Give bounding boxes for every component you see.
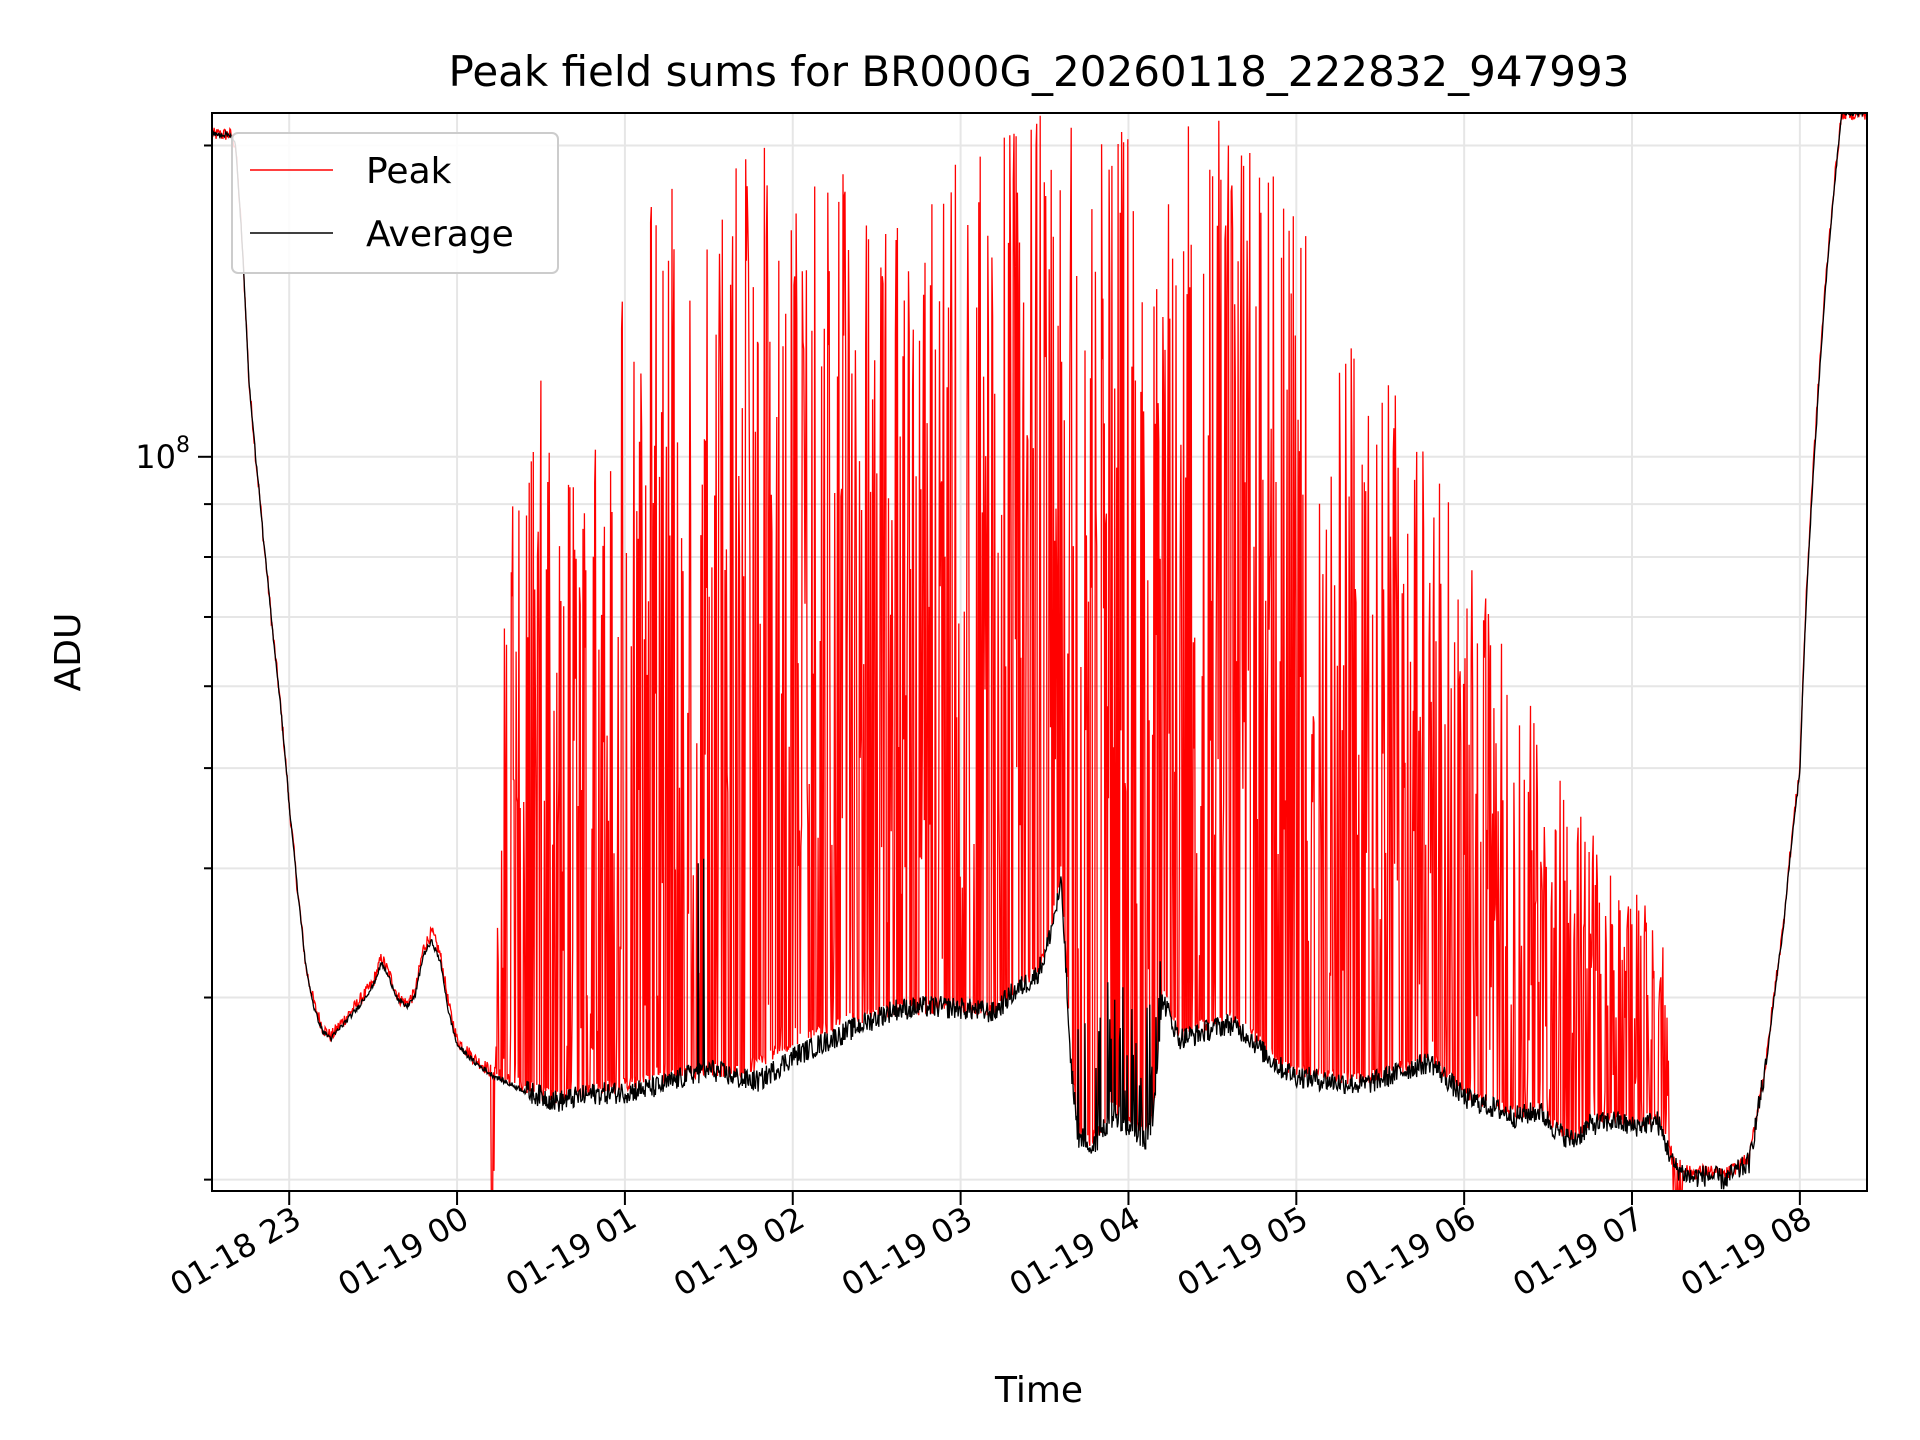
average-series-group bbox=[212, 113, 1866, 1190]
legend-average-label: Average bbox=[366, 214, 514, 255]
legend: Peak Average bbox=[231, 132, 559, 274]
chart-title: Peak field sums for BR000G_20260118_2228… bbox=[449, 47, 1630, 96]
y-axis-label: ADU bbox=[48, 613, 89, 692]
peak-line bbox=[212, 113, 1867, 1191]
legend-box bbox=[231, 132, 559, 274]
plot-area bbox=[212, 113, 1867, 1191]
legend-peak-label: Peak bbox=[366, 151, 452, 192]
axes-frame bbox=[211, 112, 1868, 1192]
average-line bbox=[212, 113, 1866, 1190]
x-axis-label: Time bbox=[994, 1370, 1083, 1411]
peak-series-group bbox=[212, 113, 1867, 1191]
